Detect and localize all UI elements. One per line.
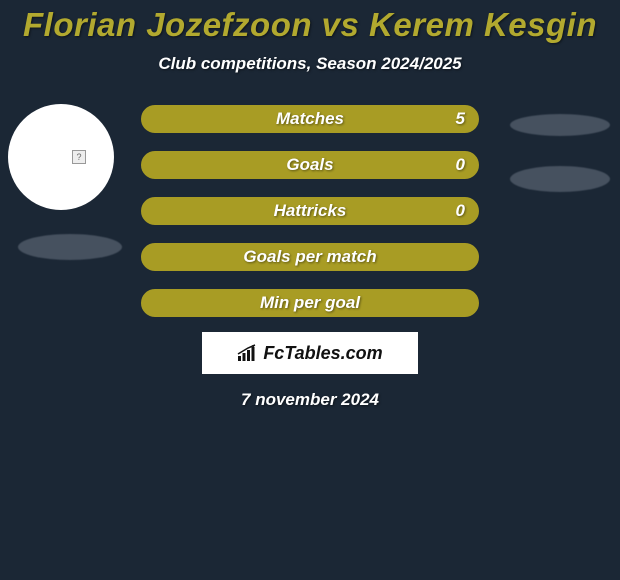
- stat-label: Goals: [286, 155, 333, 175]
- stat-label: Matches: [276, 109, 344, 129]
- stat-bars: Matches 5 Goals 0 Hattricks 0 Goals per …: [140, 104, 480, 318]
- page-title: Florian Jozefzoon vs Kerem Kesgin: [0, 0, 620, 44]
- stat-label: Min per goal: [260, 293, 360, 313]
- shadow-ellipse-right-2: [510, 166, 610, 192]
- content-area: ? Matches 5 Goals 0 Hattricks 0 Goals pe…: [0, 104, 620, 410]
- stat-bar: Goals 0: [140, 150, 480, 180]
- stat-bar: Hattricks 0: [140, 196, 480, 226]
- stat-bar: Min per goal: [140, 288, 480, 318]
- date-text: 7 november 2024: [0, 390, 620, 410]
- stat-value: 5: [456, 109, 465, 129]
- shadow-ellipse-right-1: [510, 114, 610, 136]
- subtitle: Club competitions, Season 2024/2025: [0, 54, 620, 74]
- shadow-ellipse-left: [18, 234, 122, 260]
- brand-box: FcTables.com: [202, 332, 418, 374]
- brand-text: FcTables.com: [263, 343, 382, 364]
- comparison-card: Florian Jozefzoon vs Kerem Kesgin Club c…: [0, 0, 620, 580]
- image-placeholder-icon: ?: [72, 150, 86, 164]
- stat-bar: Goals per match: [140, 242, 480, 272]
- player-left-avatar: ?: [8, 104, 114, 210]
- stat-value: 0: [456, 201, 465, 221]
- stat-value: 0: [456, 155, 465, 175]
- brand-chart-icon: [237, 344, 259, 362]
- stat-label: Hattricks: [274, 201, 347, 221]
- stat-bar: Matches 5: [140, 104, 480, 134]
- stat-label: Goals per match: [243, 247, 376, 267]
